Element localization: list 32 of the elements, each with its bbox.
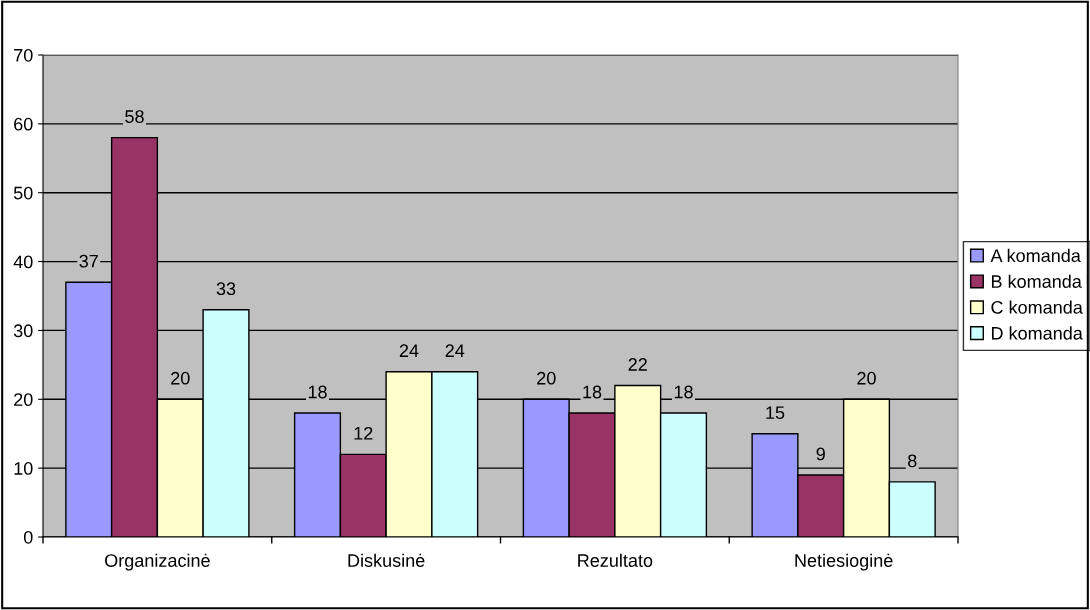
data-label: 24 <box>399 344 419 357</box>
y-tick-label: 10 <box>14 462 33 475</box>
legend-label: C komanda <box>991 300 1083 314</box>
data-label: 9 <box>816 447 825 461</box>
data-label: 20 <box>857 371 876 385</box>
y-tick-label: 70 <box>14 48 33 62</box>
data-label: 20 <box>537 371 556 385</box>
data-label: 15 <box>766 406 785 420</box>
y-tick-label: 40 <box>13 255 33 269</box>
legend-label: B komanda <box>991 274 1082 288</box>
y-tick-label: 60 <box>14 117 33 131</box>
data-label: 37 <box>79 254 98 268</box>
data-label: 18 <box>308 385 327 399</box>
data-label: 18 <box>674 385 693 399</box>
data-label: 8 <box>908 454 917 468</box>
data-label: 18 <box>583 385 602 399</box>
x-tick-label: Diskusinė <box>348 553 425 567</box>
y-tick-label: 0 <box>23 530 33 544</box>
legend-label: D komanda <box>991 326 1083 340</box>
data-label: 20 <box>171 371 190 385</box>
y-tick-label: 50 <box>13 186 33 200</box>
y-tick-label: 30 <box>13 324 33 338</box>
y-tick-label: 20 <box>14 393 33 407</box>
x-tick-label: Rezultato <box>578 553 653 567</box>
data-label: 12 <box>354 426 373 440</box>
x-tick-label: Organizacinė <box>105 553 210 571</box>
legend-label: A komanda <box>990 248 1081 263</box>
data-label: 33 <box>216 282 236 296</box>
data-label: 22 <box>628 358 647 371</box>
data-label: 24 <box>445 344 465 357</box>
data-label: 58 <box>125 110 144 123</box>
x-tick-label: Netiesioginė <box>795 553 893 571</box>
